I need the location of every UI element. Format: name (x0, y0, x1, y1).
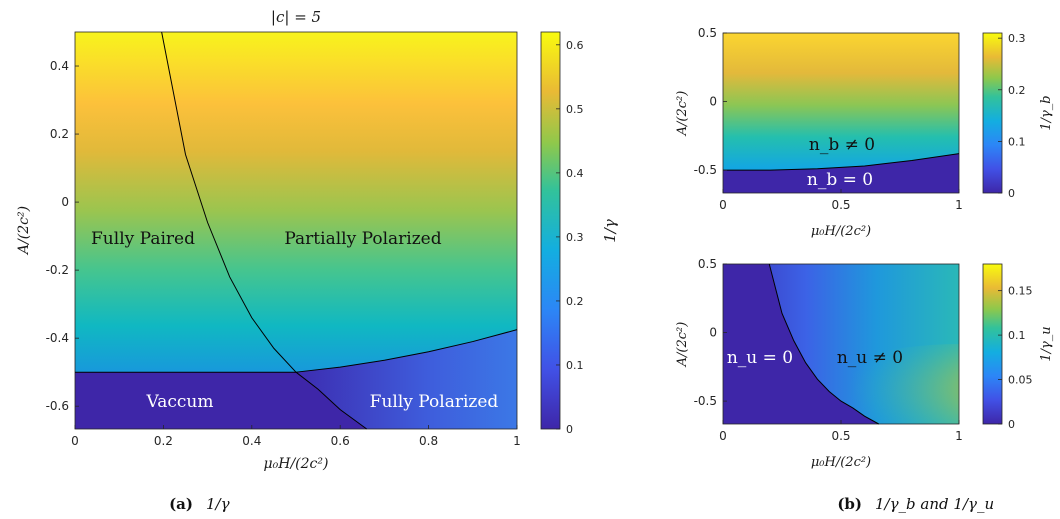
label-partially-polarized: Partially Polarized (284, 229, 441, 249)
bt-cbtick-label: 0 (1008, 187, 1015, 200)
label-nb-zero: n_b = 0 (807, 170, 873, 190)
colorbar-a (540, 31, 561, 430)
bt-cbtick-label: 0.1 (1008, 135, 1026, 148)
y-ticks-a: -0.6 -0.4 -0.2 0 0.2 0.4 (46, 59, 79, 413)
colorbar-b-bottom-ticks: 0 0.05 0.1 0.15 (998, 285, 1033, 431)
a-xtick-label: 1 (513, 434, 521, 448)
a-ytick-label: 0.2 (50, 127, 69, 141)
colorbar-b-top-label: 1/γ_b (1039, 95, 1054, 130)
panel-b-bottom-xlabel: μ₀H/(2c²) (811, 455, 871, 470)
a-xtick-label: 0.8 (419, 434, 438, 448)
panel-b-top-xlabel: μ₀H/(2c²) (811, 224, 871, 239)
bt-cbtick-label: 0.3 (1008, 32, 1026, 45)
panel-b-bottom-ylabel: A/(2c²) (675, 322, 690, 368)
caption-a-tag: (a) (169, 495, 193, 513)
bb-xtick-label: 1 (955, 429, 963, 443)
boundaries-a (75, 31, 518, 430)
region-nu-zero-fill (723, 264, 879, 424)
label-nu-nonzero: n_u ≠ 0 (837, 348, 903, 368)
bb-ytick-label: 0 (709, 326, 717, 340)
a-ytick-label: 0 (61, 195, 69, 209)
bt-ytick-label: -0.5 (694, 163, 717, 177)
colorbar-a-ticks: 0 0.1 0.2 0.3 0.4 0.5 0.6 (556, 39, 584, 436)
x-ticks-b-top: 0 0.5 1 (719, 189, 963, 212)
a-ytick-label: -0.4 (46, 331, 69, 345)
bb-boundary-nu-zero (768, 263, 880, 425)
caption-b-text: 1/γ_b and 1/γ_u (875, 495, 994, 513)
bb-xtick-label: 0 (719, 429, 727, 443)
y-ticks-b-top: -0.5 0 0.5 (694, 26, 727, 177)
panel-b-top: 0 0.5 1 -0.500.5 μ₀H/(2c²) A/(2c²) n_b ≠ 0… (675, 26, 1054, 239)
caption-a-text: 1/γ (206, 495, 230, 513)
panel-a: 0 0.2 0.4 0.6 0.8 1 -0.6 -0.4 -0.2 0 0.2 0.4 |c| =… (16, 8, 619, 513)
heatmap-b-bottom (723, 264, 959, 424)
a-boundary-partial-fullypolarized (295, 329, 518, 373)
bt-xtick-label: 0 (719, 198, 727, 212)
axes-a-frame (74, 31, 518, 430)
panel-b-top-ylabel: A/(2c²) (675, 91, 690, 137)
a-ytick-label: 0.4 (50, 59, 69, 73)
panel-a-ylabel: A/(2c²) (16, 206, 32, 256)
colorbar-b-bottom-label: 1/γ_u (1039, 326, 1054, 361)
a-ytick-label: -0.2 (46, 263, 69, 277)
region-fully-polarized-fill (296, 329, 517, 429)
a-cbtick-label: 0.4 (566, 167, 584, 180)
a-cbtick-label: 0.5 (566, 103, 584, 116)
a-boundary-paired-partial (161, 31, 297, 373)
x-ticks-a: 0 0.2 0.4 0.6 0.8 1 (71, 425, 521, 448)
colorbar-b-bottom (982, 263, 1003, 425)
y-ticks-b-bottom: -0.5 0 0.5 (694, 257, 727, 408)
bb-cbtick-label: 0 (1008, 418, 1015, 431)
a-boundary-vacuum-fullypolarized (295, 371, 368, 430)
a-xtick-label: 0.4 (242, 434, 261, 448)
a-xtick-label: 0.6 (331, 434, 350, 448)
a-cbtick-label: 0.6 (566, 39, 584, 52)
a-cbtick-label: 0 (566, 423, 573, 436)
a-ytick-label: -0.6 (46, 399, 69, 413)
bb-cbtick-label: 0.15 (1008, 285, 1033, 298)
a-xtick-label: 0.2 (154, 434, 173, 448)
colorbar-a-label: 1/γ (601, 219, 619, 243)
bt-xtick-label: 0.5 (831, 198, 850, 212)
label-nb-nonzero: n_b ≠ 0 (809, 135, 875, 155)
colorbar-b-top-ticks: 0 0.1 0.2 0.3 (998, 32, 1026, 200)
label-nu-zero: n_u = 0 (727, 348, 793, 368)
boundaries-b-top (723, 153, 960, 171)
bb-cbtick-label: 0.1 (1008, 329, 1026, 342)
a-cbtick-label: 0.1 (566, 359, 584, 372)
region-vacuum-fill (75, 372, 367, 429)
panel-b-bottom: 0 0.5 1 -0.500.5 μ₀H/(2c²) A/(2c²) n_u = 0… (675, 257, 1054, 513)
panel-a-title: |c| = 5 (271, 8, 321, 26)
colorbar-b-top (982, 32, 1003, 194)
label-fully-paired: Fully Paired (91, 229, 195, 249)
bb-ytick-label: -0.5 (694, 394, 717, 408)
bb-ytick-label: 0.5 (698, 257, 717, 271)
a-cbtick-label: 0.2 (566, 295, 584, 308)
bb-xtick-label: 0.5 (831, 429, 850, 443)
x-ticks-b-bottom: 0 0.5 1 (719, 420, 963, 443)
region-nb-zero-fill (723, 153, 959, 193)
bt-xtick-label: 1 (955, 198, 963, 212)
bt-ytick-label: 0.5 (698, 26, 717, 40)
a-cbtick-label: 0.3 (566, 231, 584, 244)
a-xtick-label: 0 (71, 434, 79, 448)
bb-cbtick-label: 0.05 (1008, 374, 1033, 387)
bt-boundary-nb-zero (723, 153, 960, 171)
bt-ytick-label: 0 (709, 95, 717, 109)
label-vacuum: Vaccum (146, 392, 214, 412)
caption-b-tag: (b) (837, 495, 862, 513)
label-fully-polarized: Fully Polarized (370, 392, 499, 412)
heatmap-a (75, 32, 517, 429)
panel-a-xlabel: μ₀H/(2c²) (264, 456, 329, 472)
heatmap-b-top (723, 33, 959, 193)
bt-cbtick-label: 0.2 (1008, 84, 1026, 97)
heatmap-b-bottom-hotspot (820, 344, 959, 424)
boundaries-b-bottom (768, 263, 880, 425)
